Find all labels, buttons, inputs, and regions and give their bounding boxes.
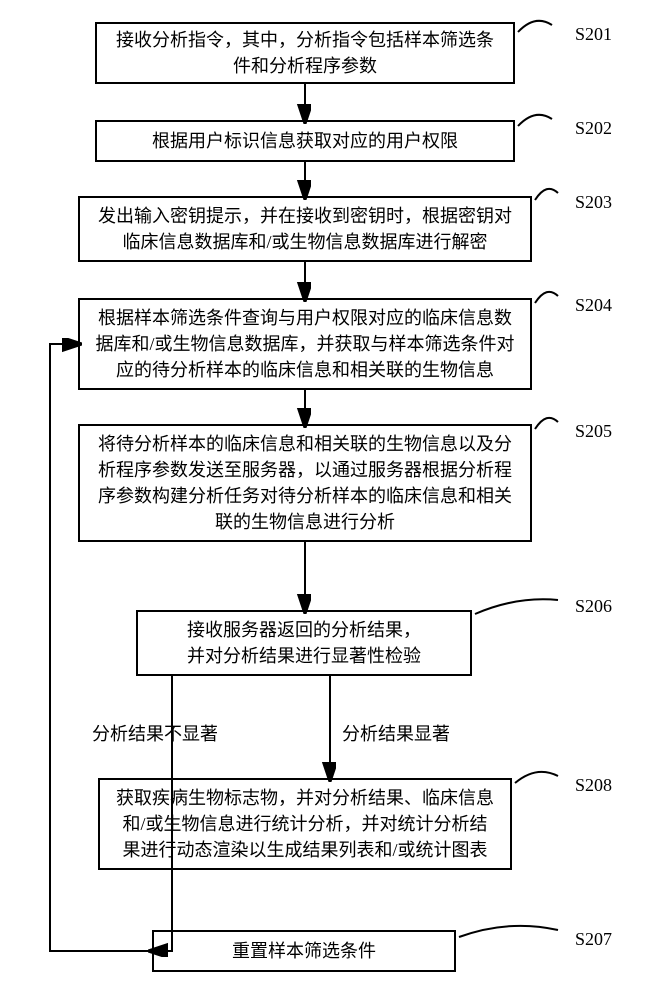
flow-node-text: 发出输入密钥提示，并在接收到密钥时，根据密钥对临床信息数据库和/或生物信息数据库… (94, 203, 516, 255)
label-connector-s201 (518, 21, 552, 32)
label-connector-s205 (535, 418, 558, 429)
step-label-s203: S203 (575, 192, 612, 213)
flow-node-text: 获取疾病生物标志物，并对分析结果、临床信息和/或生物信息进行统计分析，并对统计分… (114, 785, 496, 863)
flow-node-text: 将待分析样本的临床信息和相关联的生物信息以及分析程序参数发送至服务器，以通过服务… (94, 431, 516, 535)
flow-node-text: 根据用户标识信息获取对应的用户权限 (152, 128, 458, 154)
label-connector-s208 (515, 772, 558, 783)
flow-node-text: 接收分析指令，其中，分析指令包括样本筛选条件和分析程序参数 (111, 27, 499, 79)
flow-node-s201: 接收分析指令，其中，分析指令包括样本筛选条件和分析程序参数 (95, 22, 515, 84)
flow-node-s205: 将待分析样本的临床信息和相关联的生物信息以及分析程序参数发送至服务器，以通过服务… (78, 424, 532, 542)
flow-node-s207: 重置样本筛选条件 (152, 930, 456, 972)
step-label-s206: S206 (575, 596, 612, 617)
flow-node-text: 接收服务器返回的分析结果， 并对分析结果进行显著性检验 (187, 617, 421, 669)
step-label-s201: S201 (575, 24, 612, 45)
flow-node-text: 根据样本筛选条件查询与用户权限对应的临床信息数据库和/或生物信息数据库，并获取与… (94, 305, 516, 383)
flow-node-s206: 接收服务器返回的分析结果， 并对分析结果进行显著性检验 (136, 610, 472, 676)
step-label-s202: S202 (575, 118, 612, 139)
branch-label-significant: 分析结果显著 (342, 720, 450, 746)
flow-node-s202: 根据用户标识信息获取对应的用户权限 (95, 120, 515, 162)
branch-label-not_significant: 分析结果不显著 (92, 720, 218, 746)
label-connector-s206 (475, 599, 558, 614)
label-connector-s202 (518, 115, 552, 126)
label-connector-s207 (459, 926, 558, 937)
step-label-s204: S204 (575, 295, 612, 316)
step-label-s205: S205 (575, 421, 612, 442)
label-connector-s203 (535, 189, 558, 200)
flow-node-s203: 发出输入密钥提示，并在接收到密钥时，根据密钥对临床信息数据库和/或生物信息数据库… (78, 196, 532, 262)
step-label-s207: S207 (575, 929, 612, 950)
step-label-s208: S208 (575, 775, 612, 796)
flow-node-s204: 根据样本筛选条件查询与用户权限对应的临床信息数据库和/或生物信息数据库，并获取与… (78, 298, 532, 390)
flow-node-s208: 获取疾病生物标志物，并对分析结果、临床信息和/或生物信息进行统计分析，并对统计分… (98, 778, 512, 870)
label-connector-s204 (535, 292, 558, 303)
flow-node-text: 重置样本筛选条件 (232, 938, 376, 964)
